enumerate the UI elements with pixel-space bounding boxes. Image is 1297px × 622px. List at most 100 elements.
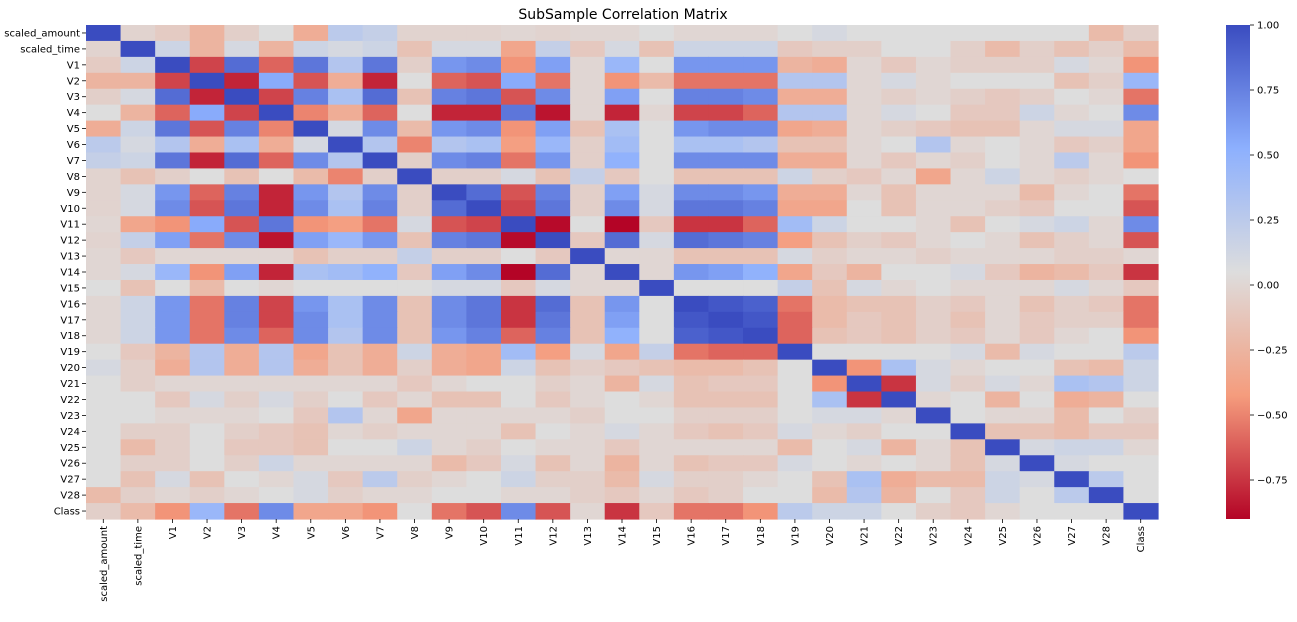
heatmap-cell-V8-V6 — [328, 168, 364, 185]
heatmap-cell-V9-V9 — [431, 184, 467, 201]
heatmap-cell-V12-V7 — [362, 232, 398, 249]
heatmap-cell-V3-V7 — [362, 88, 398, 106]
heatmap-cell-V21-scaled_amount — [86, 375, 122, 393]
heatmap-cell-V2-V1 — [155, 72, 191, 90]
colorbar-tick-label: −0.50 — [1257, 411, 1288, 422]
heatmap-cell-V22-V3 — [224, 391, 260, 409]
heatmap-cell-V11-V18 — [743, 216, 779, 233]
heatmap-cell-V9-scaled_amount — [86, 184, 122, 201]
heatmap-cell-V23-V28 — [1088, 407, 1125, 424]
col-label-V2: V2 — [203, 526, 214, 539]
heatmap-cell-V23-V27 — [1054, 407, 1090, 424]
heatmap-cell-Class-V21 — [846, 503, 882, 520]
heatmap-cell-V5-V5 — [293, 120, 329, 138]
heatmap-cell-V7-V11 — [500, 152, 537, 170]
heatmap-cell-V26-V7 — [362, 455, 398, 472]
heatmap-cell-scaled_amount-V6 — [328, 25, 364, 42]
heatmap-cell-V23-Class — [1123, 407, 1159, 424]
heatmap-cell-V22-V17 — [708, 391, 744, 409]
heatmap-cell-V21-V17 — [708, 375, 744, 393]
heatmap-cell-V4-V4 — [258, 104, 295, 122]
heatmap-cell-V2-V2 — [189, 72, 225, 90]
heatmap-cell-V1-V1 — [155, 56, 191, 74]
heatmap-cell-V25-V1 — [155, 439, 191, 456]
heatmap-cell-V2-V22 — [881, 72, 917, 90]
heatmap-cell-V12-V28 — [1088, 232, 1125, 249]
heatmap-cell-V15-V3 — [224, 279, 260, 297]
heatmap-cell-V27-V23 — [915, 471, 952, 488]
heatmap-cell-V14-V11 — [500, 264, 537, 281]
heatmap-cell-V9-V5 — [293, 184, 329, 201]
heatmap-cell-V15-V4 — [258, 279, 295, 297]
heatmap-cell-V18-V1 — [155, 327, 191, 345]
heatmap-cell-scaled_amount-V25 — [985, 25, 1021, 42]
heatmap-cell-scaled_amount-V8 — [397, 25, 433, 42]
heatmap-cell-V24-V17 — [708, 423, 744, 440]
heatmap-cell-V10-V18 — [743, 200, 779, 217]
heatmap-cell-V1-V18 — [743, 56, 779, 74]
heatmap-cell-V10-V28 — [1088, 200, 1125, 217]
heatmap-cell-V8-Class — [1123, 168, 1159, 185]
heatmap-cell-V14-V2 — [189, 264, 225, 281]
heatmap-cell-V19-V23 — [915, 343, 952, 361]
heatmap-cell-V18-V6 — [328, 327, 364, 345]
heatmap-cell-V16-scaled_time — [120, 295, 156, 313]
heatmap-cell-V20-V5 — [293, 359, 329, 377]
heatmap-cell-V7-V25 — [985, 152, 1021, 170]
heatmap-cell-V19-V25 — [985, 343, 1021, 361]
heatmap-cell-V11-V20 — [812, 216, 848, 233]
heatmap-cell-Class-V15 — [639, 503, 675, 520]
row-label-V22: V22 — [60, 395, 80, 406]
heatmap-cell-V12-V24 — [950, 232, 986, 249]
heatmap-cell-V24-V15 — [639, 423, 675, 440]
heatmap-cell-V24-V23 — [915, 423, 952, 440]
heatmap-cell-V6-V12 — [535, 136, 571, 154]
heatmap-cell-V21-V8 — [397, 375, 433, 393]
heatmap-cell-V23-V2 — [189, 407, 225, 424]
heatmap-cell-V26-scaled_amount — [86, 455, 122, 472]
heatmap-cell-Class-Class — [1123, 503, 1159, 520]
heatmap-cell-V12-V21 — [846, 232, 882, 249]
heatmap-cell-V28-V27 — [1054, 487, 1090, 504]
heatmap-cell-V15-V9 — [431, 279, 467, 297]
heatmap-cell-V3-V17 — [708, 88, 744, 106]
heatmap-cell-V5-V20 — [812, 120, 848, 138]
row-label-V9: V9 — [67, 188, 80, 199]
row-label-V25: V25 — [60, 443, 80, 454]
heatmap-cell-V26-V15 — [639, 455, 675, 472]
heatmap-cell-scaled_time-V23 — [915, 40, 952, 58]
row-label-V7: V7 — [67, 156, 80, 167]
heatmap-cell-V8-V13 — [570, 168, 606, 185]
heatmap-cell-V2-V17 — [708, 72, 744, 90]
heatmap-cell-V9-V16 — [673, 184, 710, 201]
heatmap-cell-V23-V4 — [258, 407, 295, 424]
heatmap-cell-V5-V25 — [985, 120, 1021, 138]
heatmap-cell-V21-Class — [1123, 375, 1159, 393]
heatmap-cell-V15-V10 — [466, 279, 502, 297]
heatmap-cell-V19-V2 — [189, 343, 225, 361]
heatmap-cell-V21-V9 — [431, 375, 467, 393]
heatmap-cell-V2-V11 — [500, 72, 537, 90]
heatmap-cell-V10-V10 — [466, 200, 502, 217]
heatmap-cell-V10-V12 — [535, 200, 571, 217]
heatmap-cell-V14-V17 — [708, 264, 744, 281]
heatmap-cell-V5-scaled_amount — [86, 120, 122, 138]
heatmap-cell-V4-V8 — [397, 104, 433, 122]
heatmap-cell-V28-V24 — [950, 487, 986, 504]
heatmap-cell-V21-V2 — [189, 375, 225, 393]
heatmap-cell-V14-V13 — [570, 264, 606, 281]
heatmap-cell-V19-Class — [1123, 343, 1159, 361]
heatmap-cell-V10-V19 — [777, 200, 813, 217]
heatmap-cell-V24-V1 — [155, 423, 191, 440]
heatmap-cell-V10-V8 — [397, 200, 433, 217]
heatmap-cell-V6-V14 — [604, 136, 640, 154]
heatmap-cell-V11-V15 — [639, 216, 675, 233]
heatmap-cell-V23-V24 — [950, 407, 986, 424]
heatmap-cell-V9-V13 — [570, 184, 606, 201]
heatmap-cell-V21-V1 — [155, 375, 191, 393]
heatmap-cell-scaled_amount-V2 — [189, 25, 225, 42]
heatmap-cell-V26-V21 — [846, 455, 882, 472]
heatmap-cell-V7-V16 — [673, 152, 710, 170]
heatmap-cell-V17-V4 — [258, 311, 295, 329]
